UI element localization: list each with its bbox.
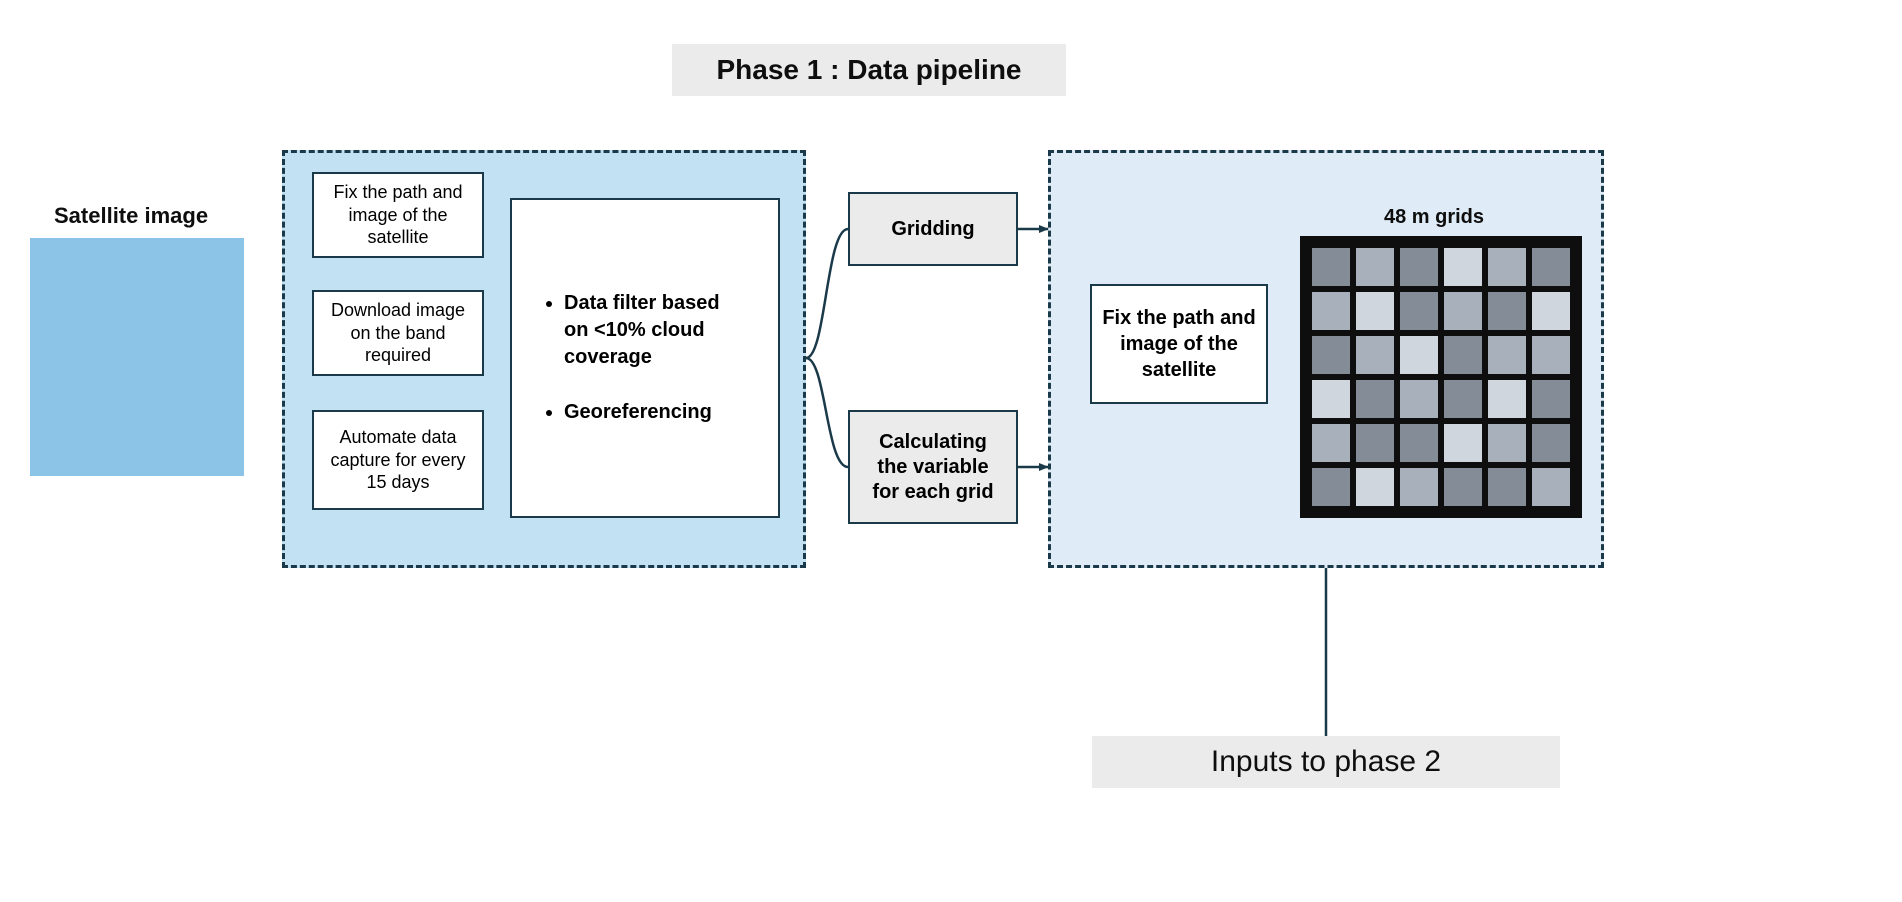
grid-cell	[1400, 380, 1438, 418]
grid-cell	[1356, 248, 1394, 286]
grid-48m	[1300, 236, 1582, 518]
grid-cell	[1532, 248, 1570, 286]
grid-cell	[1488, 424, 1526, 462]
grid-cell	[1312, 424, 1350, 462]
grid-cell	[1444, 248, 1482, 286]
step-download-band: Download image on the band required	[312, 290, 484, 376]
grid-cell	[1532, 380, 1570, 418]
grid-cell	[1488, 336, 1526, 374]
step-gridding: Gridding	[848, 192, 1018, 266]
grid-cell	[1488, 248, 1526, 286]
grid-cell	[1444, 380, 1482, 418]
panel2-fix-path-box: Fix the path and image of the satellite	[1090, 284, 1268, 404]
grid-cell	[1532, 424, 1570, 462]
grid-cell	[1488, 468, 1526, 506]
grid-cell	[1356, 380, 1394, 418]
grid-cell	[1312, 336, 1350, 374]
grid-cell	[1312, 292, 1350, 330]
processing-item-filter: Data filter based on <10% cloud coverage	[564, 290, 748, 371]
grid-cell	[1400, 336, 1438, 374]
grid-cell	[1400, 424, 1438, 462]
grid-cell	[1488, 380, 1526, 418]
satellite-image-placeholder	[30, 238, 244, 476]
grid-cell	[1312, 248, 1350, 286]
grid-cell	[1312, 468, 1350, 506]
grid-cell	[1488, 292, 1526, 330]
step-automate-capture: Automate data capture for every 15 days	[312, 410, 484, 510]
grid-cell	[1444, 336, 1482, 374]
grid-cell	[1312, 380, 1350, 418]
grid-cell	[1444, 424, 1482, 462]
grid-cell	[1444, 292, 1482, 330]
satellite-image-label: Satellite image	[54, 203, 208, 229]
brace-up-path	[806, 229, 848, 358]
grid-cell	[1400, 468, 1438, 506]
grid-cell	[1356, 292, 1394, 330]
grid-cell	[1356, 468, 1394, 506]
grid-cell	[1356, 424, 1394, 462]
grid-cell	[1532, 468, 1570, 506]
step-calculate-variable: Calculating the variable for each grid	[848, 410, 1018, 524]
grid-size-label: 48 m grids	[1300, 206, 1568, 229]
grid-cell	[1532, 292, 1570, 330]
grid-cell	[1400, 248, 1438, 286]
grid-cell	[1400, 292, 1438, 330]
phase-title-banner: Phase 1 : Data pipeline	[672, 44, 1066, 96]
processing-item-georef: Georeferencing	[564, 399, 748, 426]
grid-cell	[1532, 336, 1570, 374]
processing-box: Data filter based on <10% cloud coverage…	[510, 198, 780, 518]
grid-cell	[1444, 468, 1482, 506]
grid-cell	[1356, 336, 1394, 374]
brace-down-path	[806, 358, 848, 467]
step-fix-path: Fix the path and image of the satellite	[312, 172, 484, 258]
inputs-to-phase-2-banner: Inputs to phase 2	[1092, 736, 1560, 788]
